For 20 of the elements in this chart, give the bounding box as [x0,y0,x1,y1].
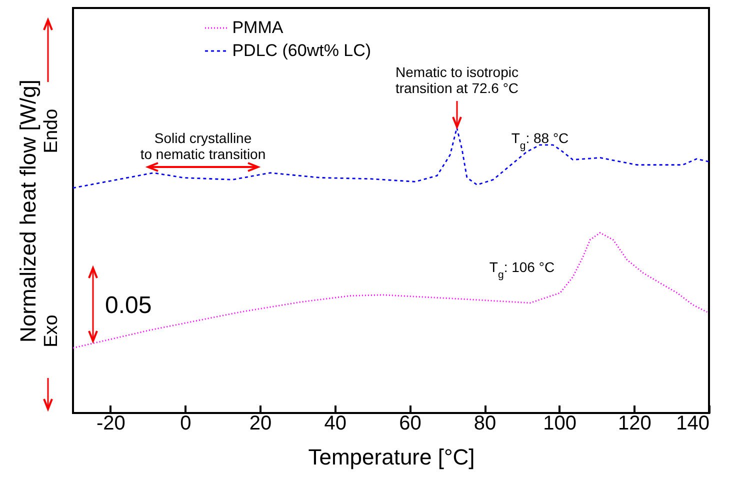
legend-label: PDLC (60wt% LC) [232,41,372,60]
x-tick-label: 100 [543,412,577,434]
annotation: Solid crystalline to nematic transition [140,130,266,162]
text: Nematic to isotropic transition at 72.6 °C [395,64,519,96]
annotation: T$_{g}$: 88 °C [511,130,569,152]
annotation: 0.05 [105,292,152,319]
y-axis-title: Normalized heat flow [W/g] [16,80,40,342]
x-tick-label: 120 [618,412,652,434]
x-tick-label: 60 [399,412,422,434]
x-tick-label: 40 [324,412,347,434]
legend-label: PMMA [232,18,284,37]
x-tick-label: -20 [96,412,126,434]
annotation: T$_{g}$: 106 °C [489,259,555,281]
x-tick-label: 0 [180,412,192,434]
text: Endo [41,108,62,154]
x-tick-label: 140 [676,412,710,434]
text: Exo [41,314,62,348]
x-axis-title: Temperature [°C] [308,444,475,470]
x-tick-label: 20 [249,412,272,434]
x-tick-label: 80 [474,412,496,434]
